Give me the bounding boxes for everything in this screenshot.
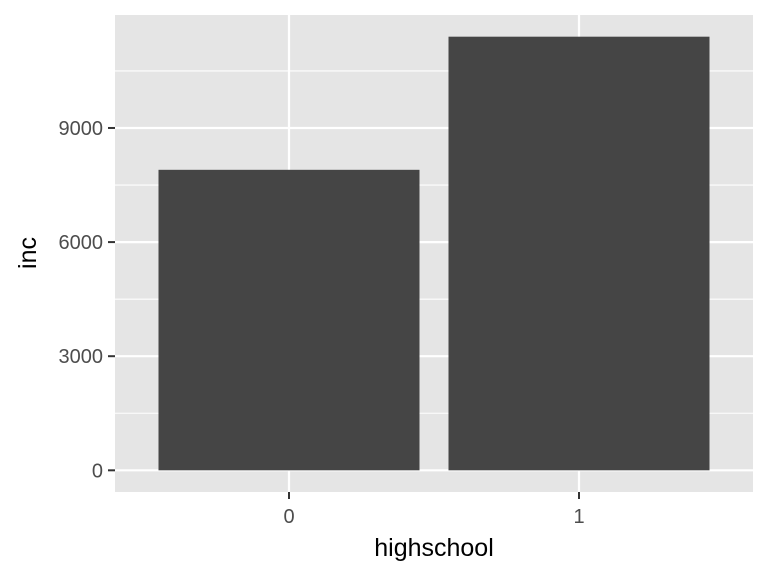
bar-0 (158, 169, 420, 471)
x-axis-title: highschool (374, 534, 494, 562)
x-tick-label: 0 (283, 506, 294, 528)
y-tick-label: 6000 (59, 232, 104, 254)
x-tick-label: 1 (573, 506, 584, 528)
y-axis: 0 3000 6000 9000 (59, 118, 115, 482)
y-tick-label: 9000 (59, 118, 104, 140)
y-axis-title: inc (14, 237, 42, 269)
bar-1 (448, 36, 710, 471)
bars (158, 36, 710, 471)
y-tick-label: 0 (92, 460, 103, 482)
y-tick-label: 3000 (59, 346, 104, 368)
